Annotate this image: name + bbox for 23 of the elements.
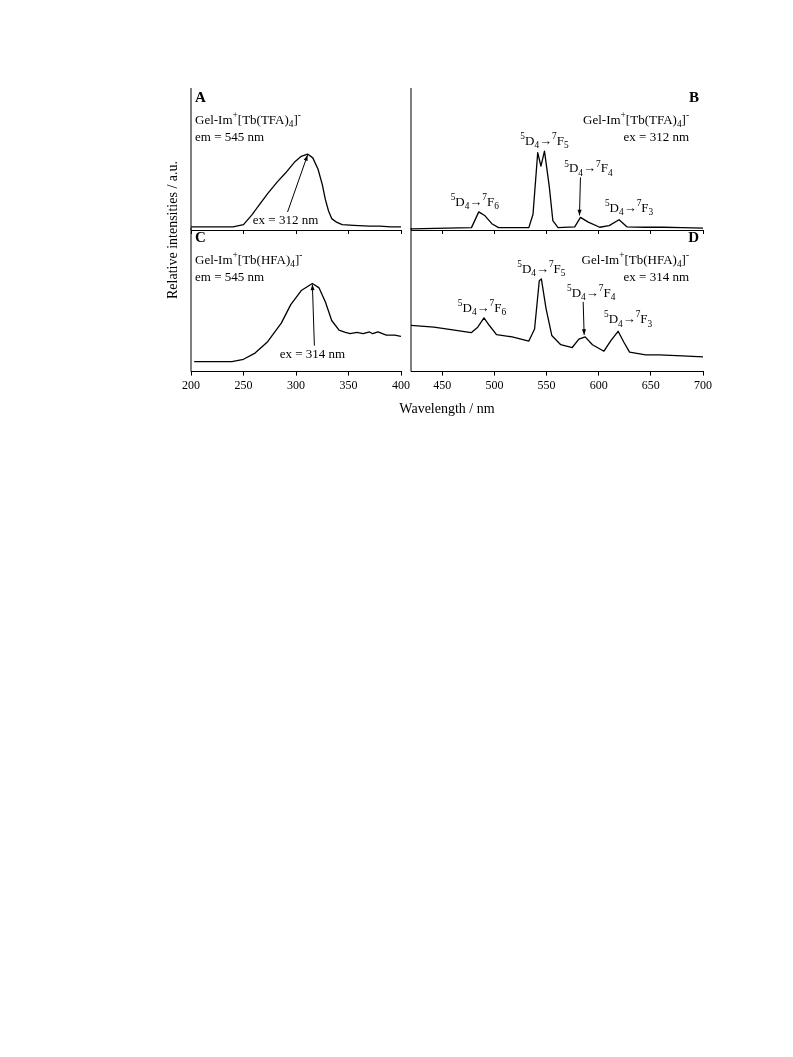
x-tick-label: 550 [537,377,556,392]
annotation: ex = 314 nm [279,345,346,361]
x-tick-label: 350 [339,377,358,392]
annotation: em = 545 nm [195,269,265,284]
x-tick-label: 650 [641,377,660,392]
x-tick-label: 500 [485,377,504,392]
chart-title: C [195,229,206,245]
x-tick-label: 450 [433,377,452,392]
x-tick-label: 200 [182,377,200,392]
annotation: ex = 312 nm [252,212,319,227]
y-axis-title: Relative intensities / a.u. [165,160,181,300]
x-tick-label: 400 [392,377,410,392]
chart-title: D [688,229,700,245]
x-tick-label: 600 [589,377,608,392]
x-axis-title: Wavelength / nm [399,401,495,417]
x-tick-label: 300 [287,377,305,392]
chart-title: A [195,89,206,105]
text: em = 545 nm [195,129,265,144]
annotation: ex = 314 nm [623,269,690,284]
x-tick-label: 250 [234,377,253,392]
x-tick-label: 700 [694,377,712,392]
chart-title: B [688,89,699,105]
text: ex = 312 nm [623,129,690,144]
